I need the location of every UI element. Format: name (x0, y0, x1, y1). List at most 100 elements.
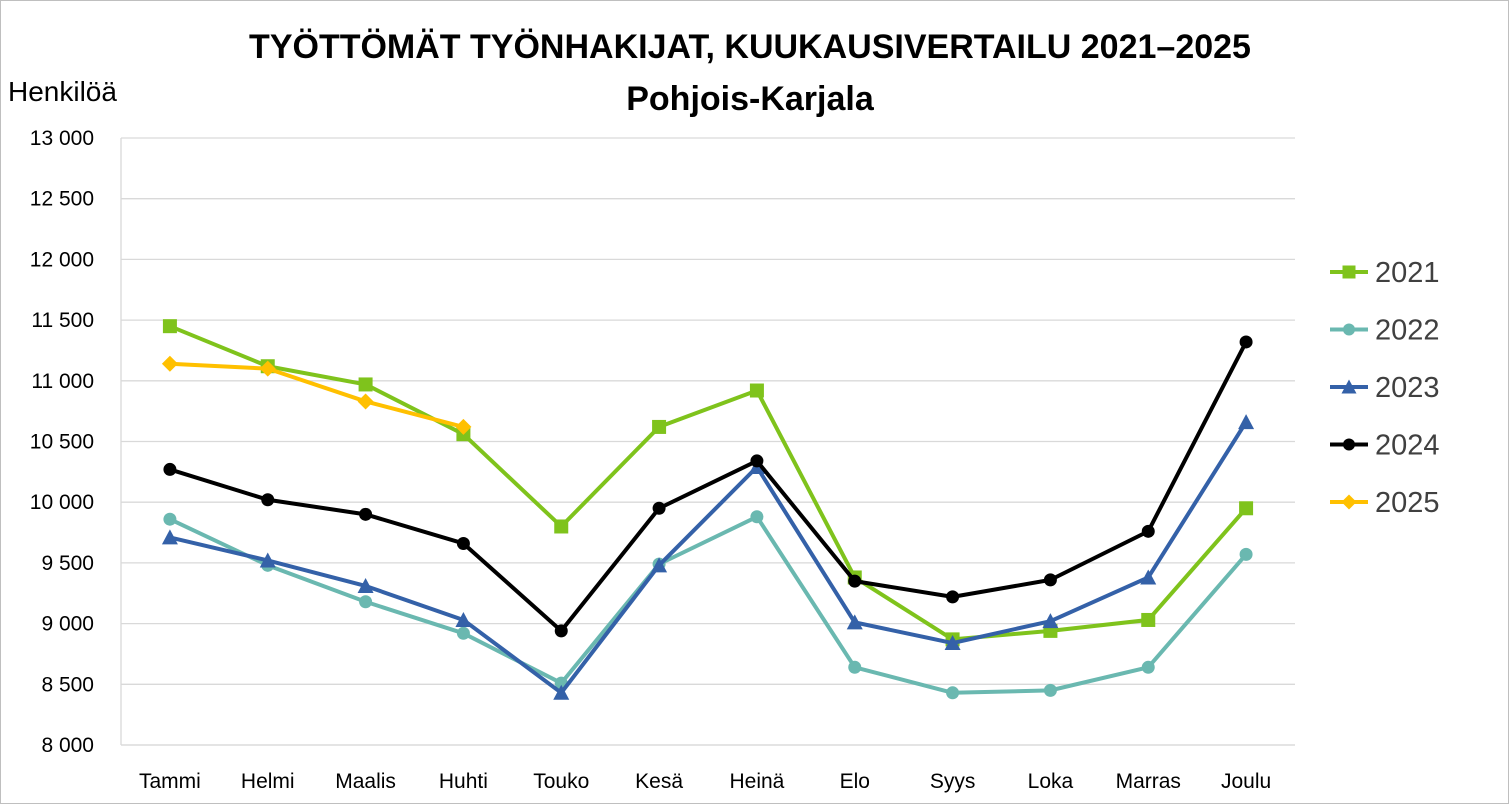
data-point (163, 462, 177, 476)
data-point (1042, 613, 1059, 629)
data-point (750, 510, 764, 524)
x-tick-label: Loka (1028, 770, 1074, 793)
data-point (261, 493, 275, 507)
series-line (167, 361, 466, 429)
y-tick-label: 8 000 (41, 734, 94, 757)
axes (120, 138, 1295, 746)
series-group (161, 319, 1255, 700)
series-2024 (163, 335, 1253, 638)
data-point (455, 611, 472, 627)
data-point (848, 660, 862, 674)
x-tick-label: Huhti (439, 770, 488, 793)
legend: 2021 2022 2023 2024 2025 (1330, 257, 1440, 519)
legend-item: 2025 (1330, 487, 1440, 519)
data-point (357, 393, 374, 410)
data-point (1043, 573, 1057, 587)
y-tick-labels: 8 000 8 500 9 000 9 500 10 000 10 500 11 000 11… (30, 127, 94, 757)
y-tick-label: 11 000 (31, 370, 94, 393)
data-point (1239, 547, 1253, 561)
data-point (946, 686, 960, 700)
legend-marker (1342, 265, 1356, 279)
legend-marker (1341, 379, 1357, 394)
legend-marker (1341, 494, 1357, 510)
data-point (1239, 335, 1253, 349)
chart-subtitle: Pohjois-Karjala (626, 80, 874, 118)
y-tick-label: 11 500 (31, 309, 94, 332)
chart-title: TYÖTTÖMÄT TYÖNHAKIJAT, KUUKAUSIVERTAILU … (249, 28, 1251, 66)
legend-label: 2025 (1375, 487, 1440, 519)
data-point (161, 529, 178, 545)
data-point (652, 419, 667, 434)
data-point (1141, 660, 1155, 674)
x-tick-label: Kesä (635, 770, 683, 793)
x-tick-label: Touko (533, 770, 589, 793)
gridlines (121, 137, 1295, 746)
x-tick-label: Elo (840, 770, 870, 793)
y-axis-label: Henkilöä (8, 76, 117, 107)
y-tick-label: 8 500 (41, 673, 94, 696)
series-2025 (161, 355, 472, 435)
x-tick-label: Joulu (1221, 770, 1271, 793)
series-2022 (163, 510, 1253, 700)
data-point (1140, 569, 1157, 585)
data-point (456, 536, 470, 550)
data-point (1238, 414, 1255, 430)
data-point (749, 383, 764, 398)
y-tick-label: 13 000 (30, 127, 94, 150)
x-tick-label: Tammi (139, 770, 201, 793)
legend-label: 2021 (1375, 257, 1440, 289)
data-point (553, 684, 570, 700)
data-point (358, 377, 373, 392)
data-point (652, 501, 666, 515)
x-tick-label: Helmi (241, 770, 295, 793)
legend-item: 2022 (1330, 315, 1440, 347)
series-line (167, 339, 1249, 633)
data-point (162, 319, 177, 334)
data-point (163, 512, 177, 526)
series-line (167, 420, 1249, 695)
x-tick-label: Syys (930, 770, 976, 793)
y-tick-label: 10 500 (30, 431, 94, 454)
data-point (359, 595, 373, 609)
legend-label: 2023 (1375, 372, 1440, 404)
data-point (750, 454, 764, 468)
data-point (651, 557, 668, 573)
data-point (357, 577, 374, 593)
y-tick-label: 12 500 (30, 188, 94, 211)
data-point (554, 624, 568, 638)
legend-item: 2021 (1330, 257, 1440, 289)
data-point (259, 552, 276, 568)
data-point (161, 355, 178, 372)
y-tick-label: 9 500 (41, 552, 94, 575)
data-point (846, 614, 863, 630)
legend-label: 2022 (1375, 315, 1440, 347)
data-point (259, 360, 276, 377)
y-tick-label: 12 000 (30, 248, 94, 271)
legend-marker (1343, 438, 1355, 451)
legend-item: 2024 (1330, 430, 1440, 462)
x-tick-labels: Tammi Helmi Maalis Huhti Touko Kesä Heinä Elo Sy… (139, 770, 1271, 793)
y-tick-label: 9 000 (41, 613, 94, 636)
legend-marker (1343, 323, 1355, 336)
data-point (1043, 683, 1057, 697)
series-line (167, 324, 1249, 642)
data-point (946, 590, 960, 604)
data-point (554, 519, 569, 534)
series-line (167, 514, 1249, 695)
data-point (1141, 524, 1155, 538)
data-point (1239, 501, 1254, 516)
series-2023 (161, 414, 1255, 700)
legend-item: 2023 (1330, 372, 1440, 404)
data-point (848, 574, 862, 588)
x-tick-label: Heinä (729, 770, 784, 793)
x-tick-label: Maalis (335, 770, 396, 793)
y-tick-label: 10 000 (30, 491, 94, 514)
data-point (359, 507, 373, 521)
x-tick-label: Marras (1116, 770, 1181, 793)
data-point (944, 635, 961, 651)
data-point (1141, 612, 1156, 627)
data-point (456, 626, 470, 640)
legend-label: 2024 (1375, 430, 1440, 462)
data-point (455, 418, 472, 435)
